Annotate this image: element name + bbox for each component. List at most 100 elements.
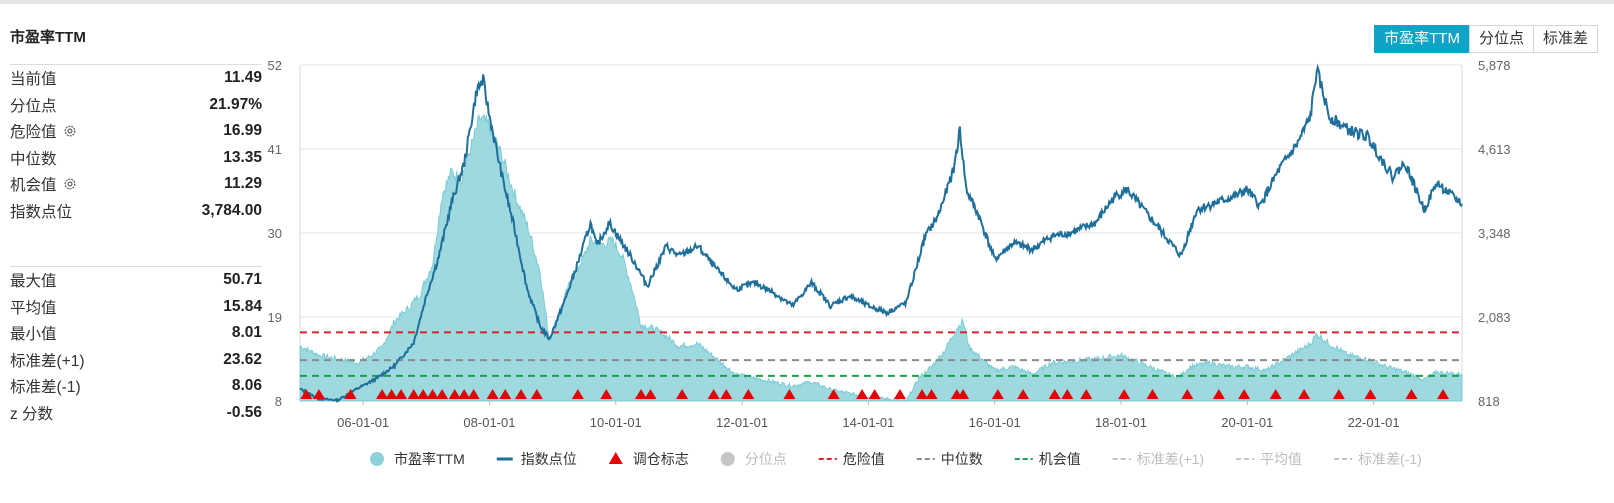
legend-label: 平均值 — [1260, 451, 1302, 467]
y-left-tick-label: 8 — [275, 394, 282, 409]
tab-pe-ttm[interactable]: 市盈率TTM — [1374, 25, 1470, 53]
rebalance-marker — [600, 389, 613, 399]
legend-dot-icon — [720, 452, 735, 466]
rebalance-marker — [1238, 389, 1251, 399]
stat-label: 最小值 — [10, 326, 57, 344]
x-tick-label: 20-01-01 — [1221, 415, 1273, 430]
stat-label: 标准差(-1) — [10, 379, 81, 397]
legend-dot-icon — [370, 452, 384, 466]
panel-divider — [10, 266, 262, 267]
rebalance-marker — [395, 389, 408, 399]
legend-label: 机会值 — [1039, 451, 1081, 467]
gear-icon[interactable] — [63, 177, 77, 191]
x-tick-label: 06-01-01 — [337, 415, 389, 430]
tab-std-dev[interactable]: 标准差 — [1532, 25, 1598, 53]
panel-title: 市盈率TTM — [10, 29, 86, 46]
statistics-list: 最大值 50.71 平均值 15.84 最小值 8.01 标准差(+1) 23.62 标准差(-… — [10, 267, 262, 426]
legend-item[interactable]: 危险值 — [818, 451, 885, 467]
stat-value: 8.01 — [231, 324, 262, 342]
rebalance-marker — [1061, 389, 1074, 399]
legend-item[interactable]: 标准差(+1) — [1112, 451, 1204, 467]
stat-value: -0.56 — [226, 403, 262, 421]
rebalance-marker — [571, 389, 584, 399]
rebalance-marker — [827, 389, 840, 399]
stat-row: 最小值 8.01 — [10, 320, 262, 347]
rebalance-marker — [426, 389, 439, 399]
y-right-tick-label: 4,613 — [1478, 142, 1511, 157]
rebalance-marker — [957, 389, 970, 399]
rebalance-marker — [916, 389, 929, 399]
legend-label: 中位数 — [941, 451, 983, 467]
x-tick-label: 12-01-01 — [716, 415, 768, 430]
rebalance-marker — [1181, 389, 1194, 399]
x-tick-label: 16-01-01 — [969, 415, 1021, 430]
stat-label: 最大值 — [10, 273, 57, 291]
rebalance-marker — [1405, 389, 1418, 399]
stat-row: z 分数 -0.56 — [10, 400, 262, 427]
legend-label: 调仓标志 — [633, 451, 689, 467]
rebalance-marker — [1298, 389, 1311, 399]
rebalance-marker — [1017, 389, 1030, 399]
legend-item[interactable]: 调仓标志 — [608, 451, 689, 467]
metric-label: 中位数 — [10, 150, 57, 168]
legend-item[interactable]: 标准差(-1) — [1334, 451, 1422, 467]
stat-value: 50.71 — [223, 271, 262, 289]
y-right-tick-label: 2,083 — [1478, 310, 1511, 325]
rebalance-marker — [1048, 389, 1061, 399]
rebalance-marker — [1118, 389, 1131, 399]
y-left-tick-label: 30 — [268, 226, 282, 241]
rebalance-marker — [458, 389, 471, 399]
current-values-list: 当前值 11.49 分位点 21.97% 危险值 16.99 中位数 13.35 机会值 11.2… — [10, 65, 262, 224]
rebalance-marker — [1332, 389, 1345, 399]
legend-label: 标准差(-1) — [1358, 451, 1422, 467]
legend-item[interactable]: 平均值 — [1236, 451, 1302, 467]
stat-label: 平均值 — [10, 299, 57, 317]
metric-row: 分位点 21.97% — [10, 92, 262, 119]
rebalance-marker — [635, 389, 648, 399]
x-tick-label: 14-01-01 — [842, 415, 894, 430]
rebalance-marker — [1146, 389, 1159, 399]
metric-value: 16.99 — [223, 122, 262, 140]
legend-item[interactable]: 市盈率TTM — [370, 451, 465, 467]
metric-value: 11.49 — [224, 69, 262, 87]
rebalance-marker — [707, 389, 720, 399]
legend-item[interactable]: 机会值 — [1014, 451, 1081, 467]
legend-triangle-icon — [608, 452, 623, 464]
metric-label: 当前值 — [10, 71, 57, 89]
rebalance-marker — [312, 389, 325, 399]
rebalance-marker — [676, 389, 689, 399]
metric-label: 分位点 — [10, 97, 57, 115]
metric-value: 21.97% — [209, 95, 262, 113]
metric-value: 13.35 — [223, 148, 262, 166]
metric-row: 机会值 11.29 — [10, 171, 262, 198]
x-tick-label: 08-01-01 — [463, 415, 515, 430]
rebalance-marker — [1269, 389, 1282, 399]
legend-item[interactable]: 中位数 — [916, 451, 983, 467]
y-right-tick-label: 3,348 — [1478, 226, 1511, 241]
rebalance-marker — [868, 389, 881, 399]
rebalance-marker — [893, 389, 906, 399]
stat-row: 最大值 50.71 — [10, 267, 262, 294]
rebalance-marker — [1080, 389, 1093, 399]
top-border — [0, 0, 1614, 4]
stat-row: 标准差(-1) 8.06 — [10, 373, 262, 400]
metric-label: 指数点位 — [10, 203, 73, 221]
rebalance-marker — [344, 389, 357, 399]
index-level-line — [299, 63, 1463, 404]
rebalance-marker — [467, 389, 480, 399]
tab-percentile[interactable]: 分位点 — [1468, 25, 1534, 53]
legend-item[interactable]: 指数点位 — [496, 451, 577, 467]
stat-value: 15.84 — [223, 297, 262, 315]
metric-row: 指数点位 3,784.00 — [10, 198, 262, 225]
legend-label: 标准差(+1) — [1137, 451, 1204, 467]
rebalance-marker — [407, 389, 420, 399]
gear-icon[interactable] — [63, 124, 77, 138]
rebalance-marker — [644, 389, 657, 399]
legend-item[interactable]: 分位点 — [720, 451, 787, 467]
rebalance-marker — [499, 389, 512, 399]
rebalance-marker — [742, 389, 755, 399]
stat-label: z 分数 — [10, 405, 54, 423]
legend-label: 分位点 — [745, 451, 787, 467]
y-left-tick-label: 41 — [268, 142, 282, 157]
